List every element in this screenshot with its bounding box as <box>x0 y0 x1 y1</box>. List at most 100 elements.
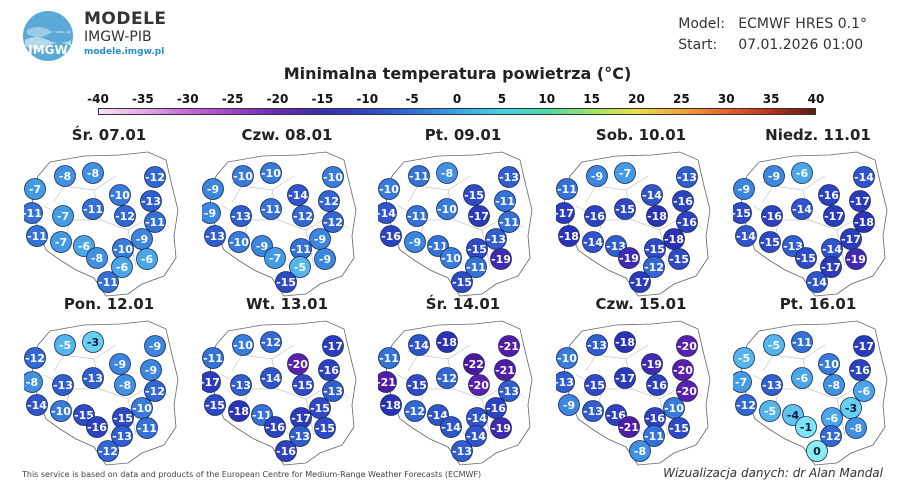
station-temp: -11 <box>137 422 157 435</box>
station-temp: -8 <box>91 252 103 265</box>
station-circle <box>463 353 485 375</box>
station-marker: -15 <box>668 248 690 270</box>
station-circle <box>451 271 473 293</box>
station-marker: -14 <box>465 425 487 447</box>
scale-tick: -20 <box>266 92 289 106</box>
station-temp: -17 <box>291 412 311 425</box>
scale-tick: 35 <box>762 92 780 106</box>
forecast-panel: Sob. 10.01 -9 -7 -13 -11 -14 -16 -17 -15 -16 -18 -1… <box>556 126 726 302</box>
station-circle <box>109 184 131 206</box>
station-circle <box>440 247 462 269</box>
station-temp: -6 <box>796 167 809 180</box>
station-marker: -11 <box>260 198 282 220</box>
station-circle <box>322 211 344 233</box>
station-temp: -11 <box>407 210 427 223</box>
panel-date: Śr. 07.01 <box>71 126 147 144</box>
station-temp: -13 <box>499 171 519 184</box>
station-circle <box>50 400 72 422</box>
station-marker: -14 <box>641 184 663 206</box>
station-temp: -15 <box>733 207 751 220</box>
station-marker: -17 <box>849 190 871 212</box>
station-circle <box>318 190 340 212</box>
station-circle <box>26 225 48 247</box>
station-temp: -9 <box>314 233 326 246</box>
station-marker: -16 <box>485 397 507 419</box>
poland-map: -9 -7 -13 -11 -14 -16 -17 -15 -16 -18 -16 -18 -18 -14… <box>556 151 711 297</box>
station-circle <box>287 184 309 206</box>
station-marker: -14 <box>582 231 604 253</box>
station-temp: -21 <box>499 340 519 353</box>
station-temp: -11 <box>409 170 429 183</box>
model-value: ECMWF HRES 0.1° <box>738 16 867 32</box>
station-temp: -13 <box>677 171 697 184</box>
station-circle <box>849 190 871 212</box>
station-temp: -7 <box>57 210 69 223</box>
station-circle <box>82 367 104 389</box>
station-circle <box>404 231 426 253</box>
station-temp: -14 <box>261 372 281 385</box>
station-temp: -12 <box>98 445 118 458</box>
station-marker: -9 <box>202 202 221 224</box>
station-marker: -12 <box>436 367 458 389</box>
station-marker: -21 <box>618 416 640 438</box>
station-temp: -10 <box>110 189 130 202</box>
station-circle <box>618 247 640 269</box>
station-circle <box>82 162 104 184</box>
station-circle <box>494 190 516 212</box>
station-temp: -9 <box>149 340 161 353</box>
station-temp: -8 <box>828 379 840 392</box>
start-label: Start: <box>678 37 718 53</box>
station-circle <box>314 417 336 439</box>
station-temp: -15 <box>452 276 472 289</box>
station-temp: -6 <box>826 412 839 425</box>
station-marker: -11 <box>465 256 487 278</box>
station-marker: -17 <box>322 335 344 357</box>
brand-url-link[interactable]: modele.imgw.pl <box>84 47 165 57</box>
station-circle <box>52 374 74 396</box>
station-temp: -16 <box>381 230 401 243</box>
station-temp: -15 <box>464 189 484 202</box>
station-temp: -9 <box>207 183 219 196</box>
station-marker: -11 <box>290 238 312 260</box>
station-temp: -17 <box>469 210 489 223</box>
station-circle <box>646 205 668 227</box>
station-circle <box>440 416 462 438</box>
station-marker: -11 <box>26 225 48 247</box>
station-temp: -16 <box>647 379 667 392</box>
forecast-panel: Pt. 09.01 -11 -8 -13 -10 -15 -11 -14 -10 -11 -17 -1… <box>378 126 548 302</box>
station-circle <box>582 231 604 253</box>
station-marker: -12 <box>97 440 119 462</box>
station-circle <box>672 359 694 381</box>
station-temp: -14 <box>736 230 756 243</box>
station-marker: -10 <box>232 334 254 356</box>
station-temp: -18 <box>854 216 874 229</box>
station-temp: -9 <box>738 183 750 196</box>
station-temp: -4 <box>787 409 800 422</box>
station-circle <box>202 178 224 200</box>
station-temp: -10 <box>113 243 133 256</box>
station-marker: -9 <box>314 248 336 270</box>
color-scale: -40 -35 -30 -25 -20 -15 -10 -5 0 5 10 15 20 25 30 35 40 <box>87 92 824 115</box>
station-temp: -20 <box>469 379 489 392</box>
station-temp: -7 <box>735 376 747 389</box>
station-marker: -9 <box>144 335 166 357</box>
station-marker: -5 <box>54 334 76 356</box>
station-circle <box>436 331 458 353</box>
station-circle <box>558 394 580 416</box>
station-circle <box>556 371 575 393</box>
station-temp: -17 <box>824 210 844 223</box>
station-temp: -19 <box>491 422 511 435</box>
station-circle <box>643 256 665 278</box>
station-circle <box>232 165 254 187</box>
station-temp: -17 <box>615 372 635 385</box>
station-marker: -19 <box>845 248 867 270</box>
station-temp: -22 <box>464 358 484 371</box>
station-marker: -7 <box>614 162 636 184</box>
logo-text: IMGW <box>28 43 68 57</box>
station-marker: -16 <box>761 205 783 227</box>
station-marker: -16 <box>818 184 840 206</box>
poland-map: -8 -8 -12 -7 -10 -13 -11 -11 -7 -12 -11 -11 -9 -7 -6 -1… <box>24 151 179 297</box>
station-temp: -16 <box>265 421 285 434</box>
station-temp: -21 <box>619 421 639 434</box>
station-circle <box>735 394 757 416</box>
